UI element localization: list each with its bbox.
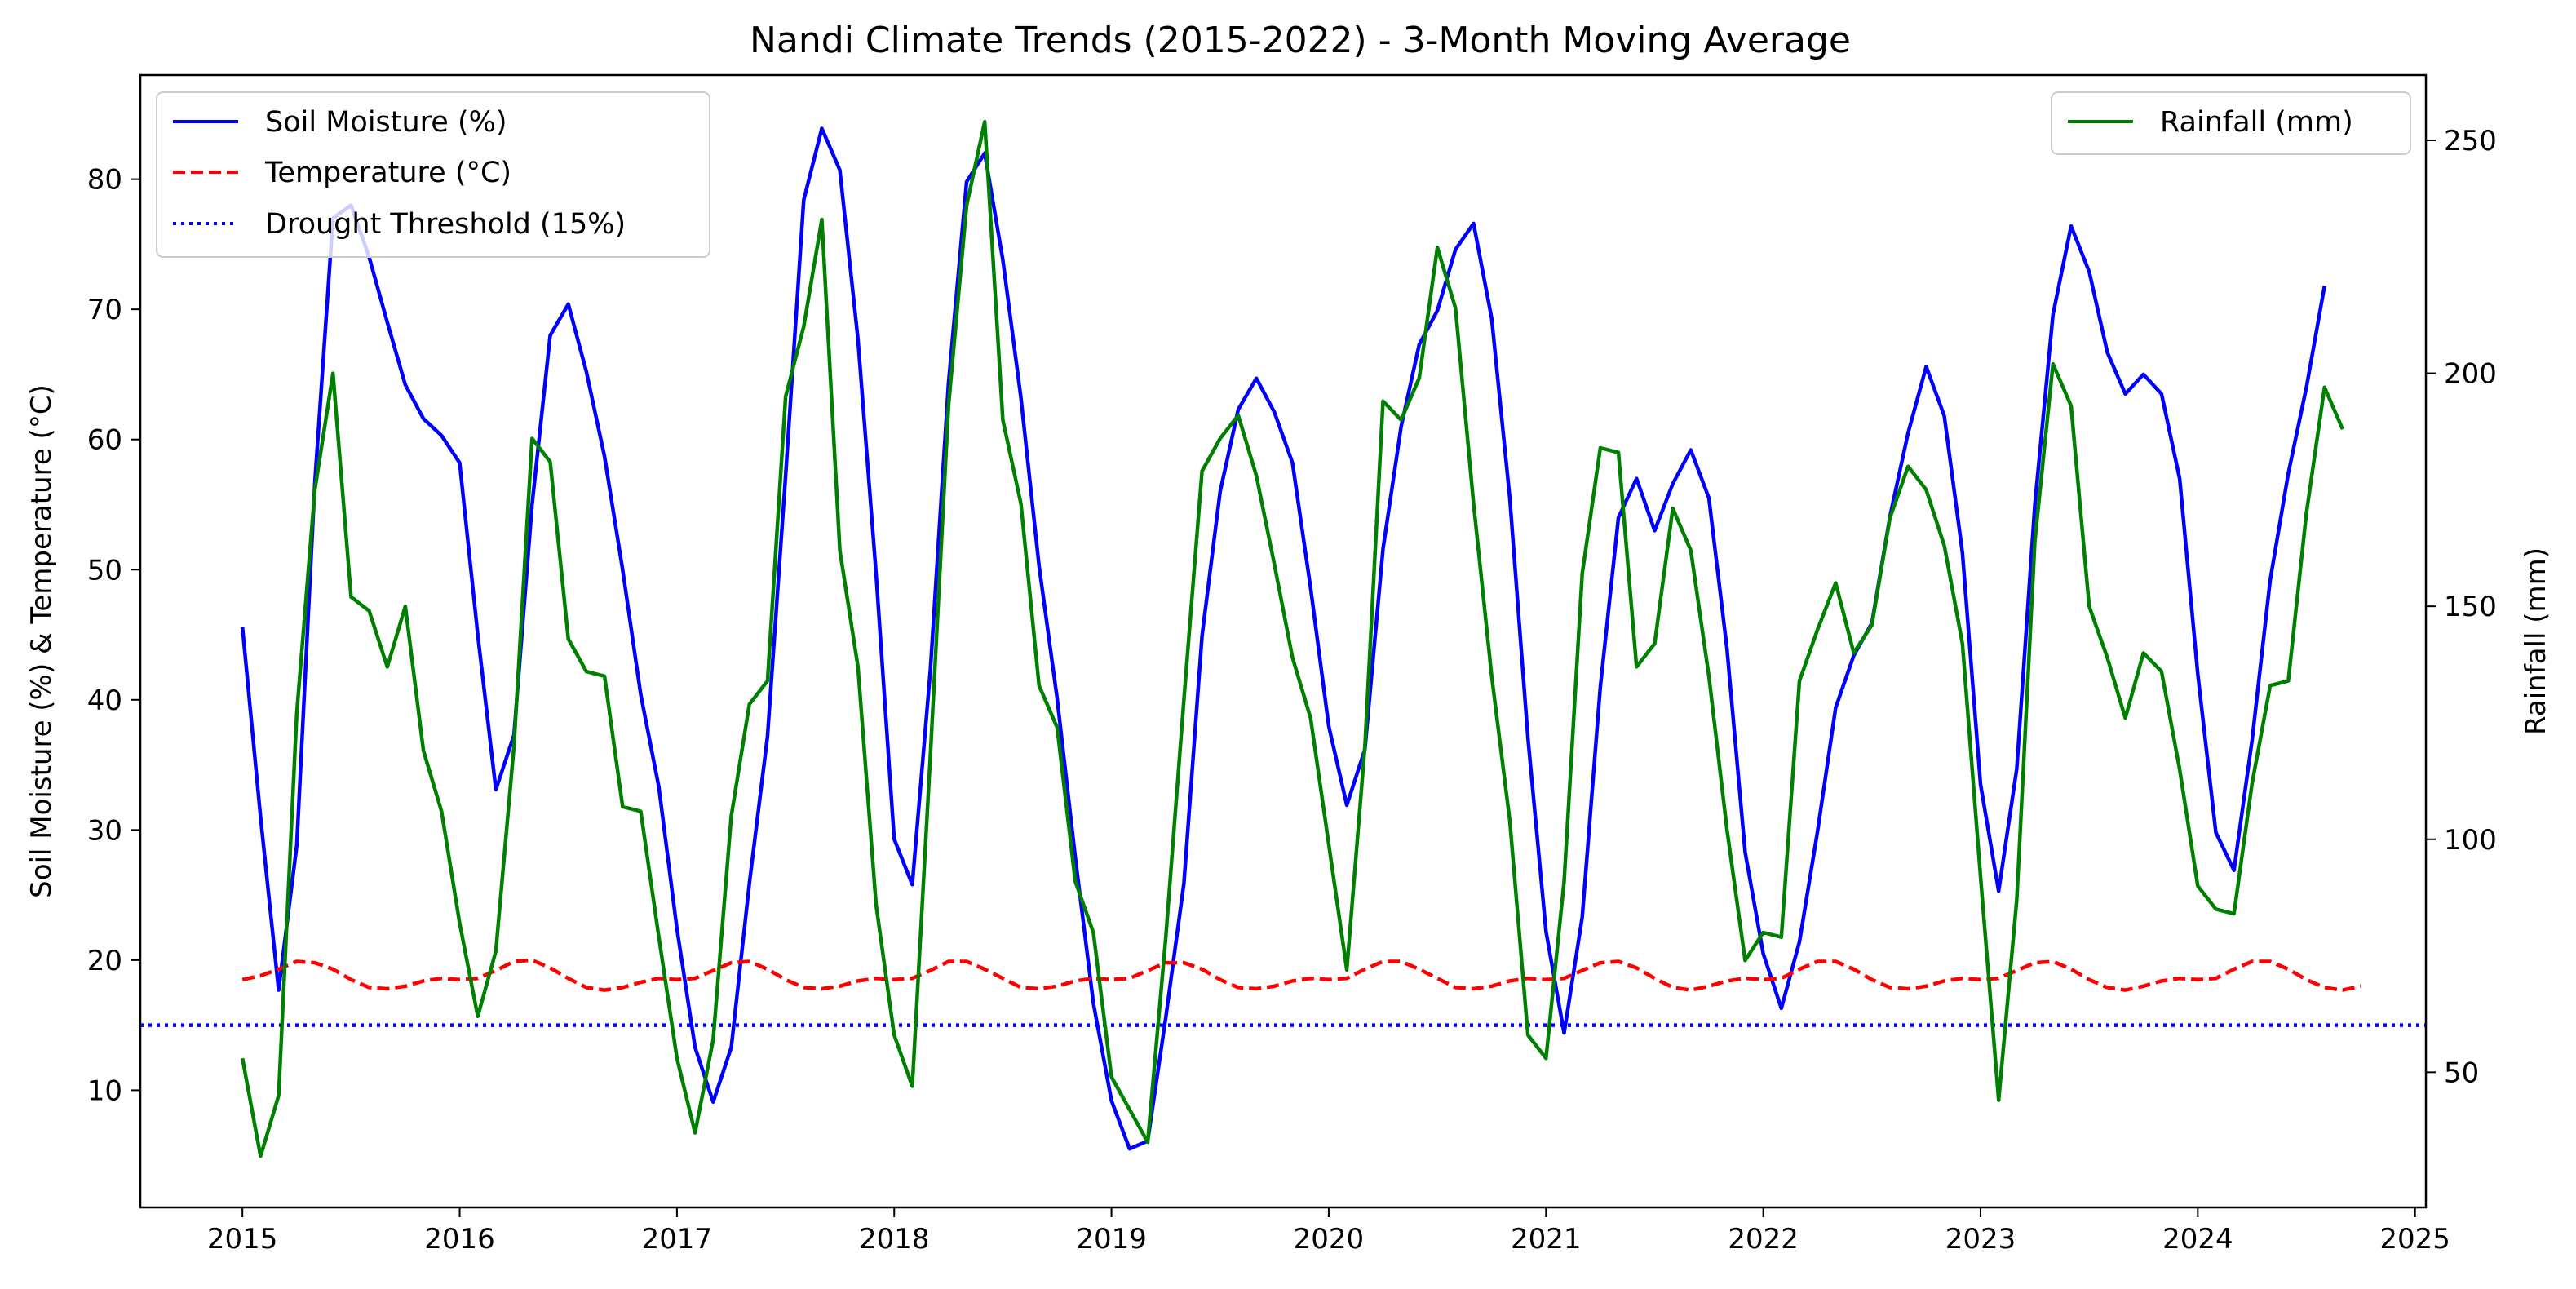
chart-title: Nandi Climate Trends (2015-2022) - 3-Mon… bbox=[750, 20, 1851, 61]
x-tick-label-2022: 2022 bbox=[1728, 1223, 1799, 1256]
y-right-tick-label-150: 150 bbox=[2444, 591, 2497, 623]
y-right-tick-label-200: 200 bbox=[2444, 358, 2497, 391]
legend-label-temperature: Temperature (°C) bbox=[264, 157, 511, 189]
x-tick-label-2017: 2017 bbox=[642, 1223, 713, 1256]
legend-right-box bbox=[2051, 91, 2411, 155]
x-tick-label-2016: 2016 bbox=[424, 1223, 495, 1256]
y-axis-right-label: Rainfall (mm) bbox=[2520, 547, 2552, 735]
y-left-tick-label-30: 30 bbox=[87, 814, 122, 847]
y-left-tick-label-60: 60 bbox=[87, 424, 122, 457]
series-layer bbox=[140, 119, 2426, 1158]
series-line-soil-moisture bbox=[240, 126, 2326, 1151]
legend-left-box bbox=[156, 91, 710, 258]
x-tick-label-2021: 2021 bbox=[1511, 1223, 1582, 1256]
y-left-tick-label-70: 70 bbox=[87, 294, 122, 326]
y-right-tick-label-100: 100 bbox=[2444, 824, 2497, 857]
legend-label-rainfall: Rainfall (mm) bbox=[2160, 106, 2353, 139]
y-left-tick-label-80: 80 bbox=[87, 164, 122, 197]
x-tick-label-2019: 2019 bbox=[1076, 1223, 1147, 1256]
y-left-tick-label-10: 10 bbox=[87, 1074, 122, 1107]
plot-frame bbox=[139, 73, 2428, 1209]
x-tick-label-2024: 2024 bbox=[2162, 1223, 2233, 1256]
y-right-tick-label-250: 250 bbox=[2444, 125, 2497, 157]
legend-label-soil-moisture: Soil Moisture (%) bbox=[265, 106, 507, 139]
y-left-tick-label-20: 20 bbox=[87, 945, 122, 977]
y-left-tick-label-50: 50 bbox=[87, 554, 122, 587]
series-line-temperature-c bbox=[241, 958, 2361, 992]
x-tick-label-2018: 2018 bbox=[859, 1223, 930, 1256]
x-tick-label-2020: 2020 bbox=[1294, 1223, 1365, 1256]
x-tick-label-2025: 2025 bbox=[2379, 1223, 2450, 1256]
x-tick-label-2015: 2015 bbox=[207, 1223, 278, 1256]
legend-label-drought-threshold: Drought Threshold (15%) bbox=[265, 208, 626, 241]
series-line-rainfall-mm bbox=[240, 119, 2344, 1158]
legend-right: Rainfall (mm) bbox=[2051, 91, 2411, 155]
ticks-layer: 2015 2016 2017 2018 2019 2020 2021 2022 2023 2024… bbox=[87, 125, 2497, 1256]
legend-left: Soil Moisture (%) Temperature (°C) Droug… bbox=[156, 91, 710, 258]
x-tick-label-2023: 2023 bbox=[1945, 1223, 2016, 1256]
y-right-tick-label-50: 50 bbox=[2444, 1056, 2479, 1089]
y-left-tick-label-40: 40 bbox=[87, 684, 122, 717]
y-axis-left-label: Soil Moisture (%) & Temperature (°C) bbox=[25, 384, 58, 898]
